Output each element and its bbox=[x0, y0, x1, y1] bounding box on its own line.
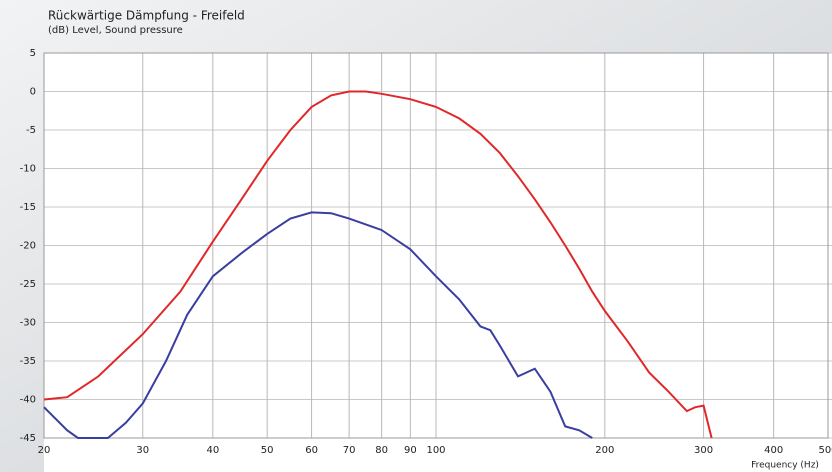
x-tick-label: 50 bbox=[261, 445, 274, 456]
y-tick-label: -20 bbox=[20, 241, 36, 252]
y-tick-label: -35 bbox=[20, 356, 36, 367]
y-tick-label: 0 bbox=[30, 87, 36, 98]
x-tick-label: 20 bbox=[38, 445, 51, 456]
x-tick-label: 70 bbox=[343, 445, 356, 456]
y-tick-label: -5 bbox=[26, 125, 36, 136]
y-tick-label: -25 bbox=[20, 279, 36, 290]
x-tick-label: 80 bbox=[375, 445, 388, 456]
x-tick-label: 300 bbox=[694, 445, 713, 456]
subtitle: (dB) Level, Sound pressure bbox=[48, 25, 183, 36]
x-tick-label: 60 bbox=[305, 445, 318, 456]
x-tick-label: 100 bbox=[426, 445, 445, 456]
plot-border bbox=[43, 52, 829, 439]
x-tick-label: 200 bbox=[595, 445, 614, 456]
plot-area bbox=[44, 53, 832, 472]
y-tick-label: -40 bbox=[20, 395, 36, 406]
y-tick-label: -15 bbox=[20, 202, 36, 213]
line-series bbox=[43, 211, 593, 439]
y-tick-label: -45 bbox=[20, 433, 36, 444]
y-tick-label: 5 bbox=[30, 48, 36, 59]
x-tick-label: 500 bbox=[818, 445, 832, 456]
x-tick-label: 40 bbox=[206, 445, 219, 456]
y-tick-label: -10 bbox=[20, 164, 36, 175]
line-series bbox=[43, 90, 713, 439]
y-tick-label: -30 bbox=[20, 318, 36, 329]
chart-title: Rückwärtige Dämpfung - Freifeld bbox=[48, 9, 245, 23]
x-tick-label: 90 bbox=[404, 445, 417, 456]
x-tick-label: 30 bbox=[136, 445, 149, 456]
x-axis-label: Frequency (Hz) bbox=[751, 461, 819, 471]
x-tick-label: 400 bbox=[764, 445, 783, 456]
